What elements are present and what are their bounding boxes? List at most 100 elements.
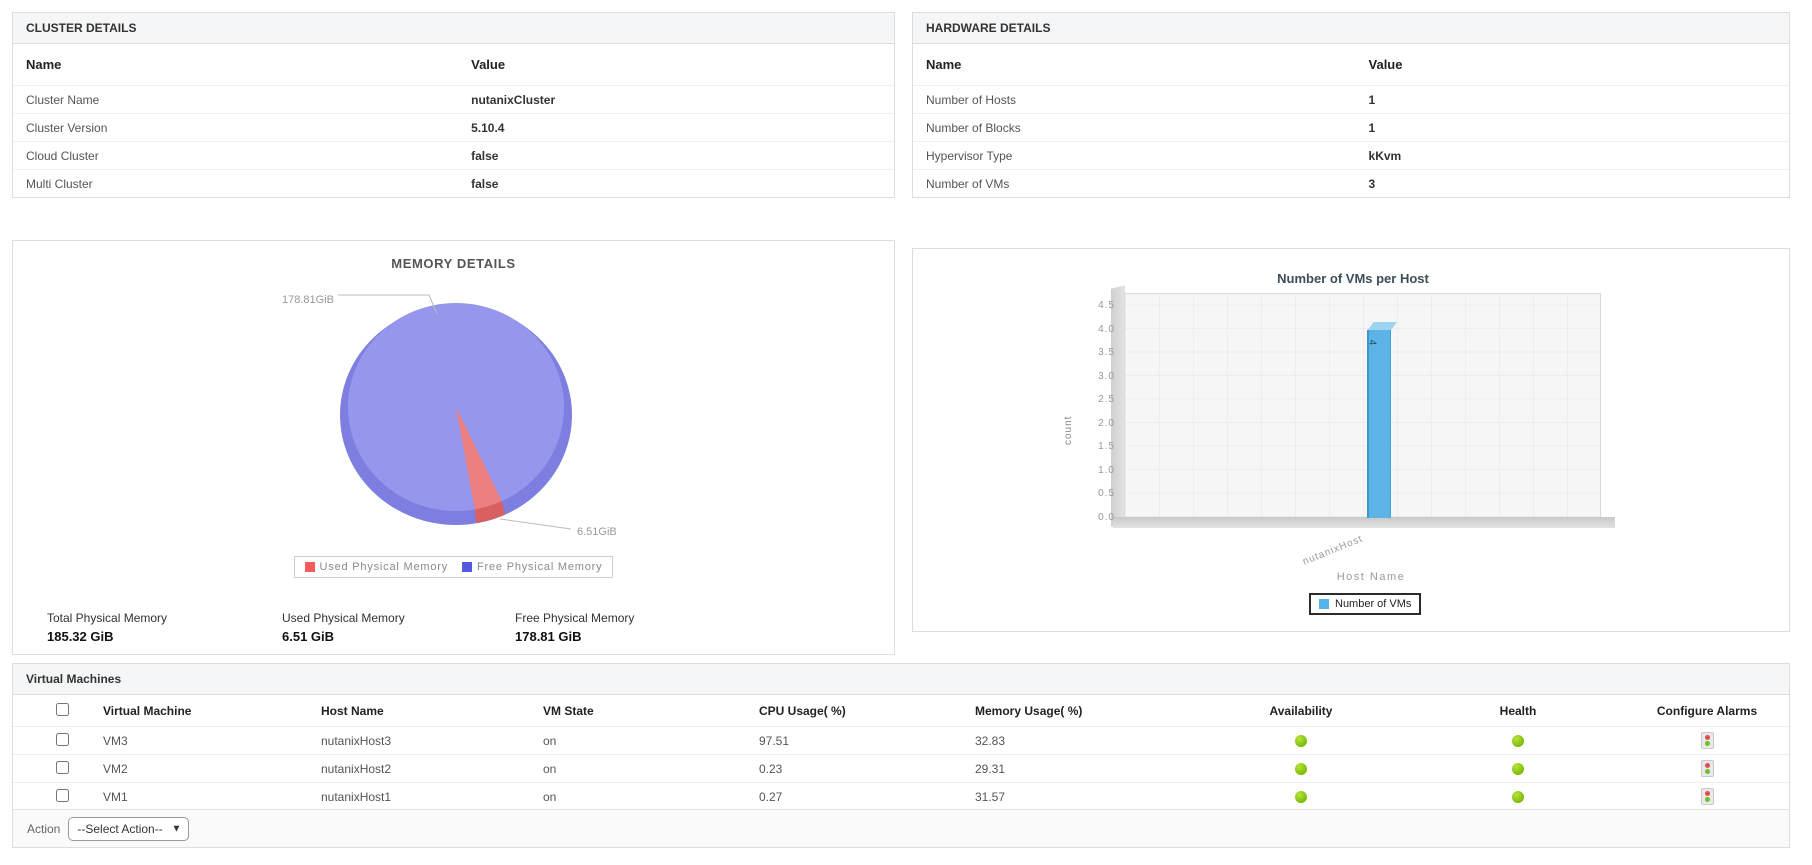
availability-status-dot[interactable] (1295, 762, 1307, 775)
stat-label: Total Physical Memory (47, 611, 168, 625)
vm-table-header-row: Virtual Machine Host Name VM State CPU U… (13, 695, 1789, 726)
column-header-configure-alarms: Configure Alarms (1656, 703, 1758, 718)
action-select[interactable]: --Select Action-- (68, 816, 190, 841)
vms-per-host-panel: Number of VMs per Host 4.5 4.0 3.5 3.0 2… (912, 248, 1790, 632)
x-category-label: nutanixHost (1301, 533, 1365, 568)
stat-used-physical-memory: Used Physical Memory 6.51 GiB (282, 611, 405, 644)
memory-details-panel: MEMORY DETAILS 178.81GiB 6.51GiB Used Ph… (12, 240, 895, 655)
vm-table-row: VM3 nutanixHost3 on 97.51 32.83 (13, 726, 1789, 754)
column-header-vm-state: VM State (543, 703, 594, 718)
vm-count-swatch-icon (1319, 599, 1329, 609)
table-row: Cluster Name nutanixCluster (13, 85, 894, 113)
y-tick: 1.0 (1098, 465, 1115, 476)
row-value: 1 (1368, 92, 1376, 107)
row-name: Hypervisor Type (926, 148, 1013, 163)
y-tick: 0.5 (1098, 488, 1115, 499)
row-name: Number of VMs (926, 176, 1010, 191)
row-checkbox[interactable] (56, 788, 69, 802)
configure-alarms-icon[interactable] (1700, 732, 1714, 749)
cpu-usage: 97.51 (759, 733, 790, 748)
row-checkbox[interactable] (56, 732, 69, 746)
row-name: Number of Hosts (926, 92, 1017, 107)
column-header-memory-usage: Memory Usage( %) (975, 703, 1083, 718)
pie-label-line-free (338, 294, 438, 315)
row-value: nutanixCluster (471, 92, 556, 107)
y-tick: 3.0 (1098, 371, 1115, 382)
table-row: Number of VMs 3 (913, 169, 1789, 197)
column-header-name: Name (926, 57, 962, 72)
hardware-details-panel: HARDWARE DETAILS Name Value Number of Ho… (912, 12, 1790, 198)
configure-alarms-icon[interactable] (1700, 788, 1714, 805)
column-header-name: Name (26, 57, 62, 72)
vm-name-link[interactable]: VM3 (103, 733, 128, 748)
y-tick: 4.0 (1098, 324, 1115, 335)
vm-name-link[interactable]: VM2 (103, 761, 128, 776)
memory-pie-chart: 178.81GiB 6.51GiB (282, 294, 617, 538)
y-tick: 3.5 (1098, 347, 1115, 358)
table-row: Number of Blocks 1 (913, 113, 1789, 141)
bar-chart-plot-area (1124, 293, 1601, 518)
row-name: Multi Cluster (26, 176, 93, 191)
bar-3d-top (1367, 322, 1397, 331)
stat-total-physical-memory: Total Physical Memory 185.32 GiB (47, 611, 167, 644)
y-axis-label: count (1063, 415, 1074, 445)
vm-name-link[interactable]: VM1 (103, 789, 128, 804)
memory-usage: 31.57 (975, 789, 1006, 804)
pie-label-line-used (499, 518, 572, 530)
chart-3d-floor (1113, 517, 1615, 528)
row-checkbox[interactable] (56, 760, 69, 774)
health-status-dot[interactable] (1512, 762, 1524, 775)
x-axis-label: Host Name (1336, 571, 1406, 583)
select-all-checkbox[interactable] (56, 702, 69, 716)
stat-value: 178.81 GiB (515, 629, 582, 644)
cpu-usage: 0.27 (759, 789, 783, 804)
row-value: 5.10.4 (471, 120, 505, 135)
legend-item-used: Used Physical Memory (304, 561, 449, 573)
row-name: Cluster Name (26, 92, 100, 107)
column-header-virtual-machine: Virtual Machine (103, 703, 192, 718)
virtual-machines-title: Virtual Machines (13, 664, 1789, 695)
pie-label-free: 178.81GiB (282, 294, 334, 306)
vm-state: on (543, 789, 557, 804)
legend-label: Number of VMs (1335, 598, 1412, 610)
table-row: Number of Hosts 1 (913, 85, 1789, 113)
bar-value-label: 4 (1366, 339, 1378, 346)
column-header-cpu-usage: CPU Usage( %) (759, 703, 846, 718)
stat-label: Used Physical Memory (282, 611, 405, 625)
row-value: 1 (1368, 120, 1376, 135)
health-status-dot[interactable] (1512, 734, 1524, 747)
availability-status-dot[interactable] (1295, 790, 1307, 803)
hardware-details-table-header: Name Value (913, 44, 1789, 85)
column-header-availability: Availability (1269, 703, 1333, 718)
availability-status-dot[interactable] (1295, 734, 1307, 747)
health-status-dot[interactable] (1512, 790, 1524, 803)
vm-table-footer: Action --Select Action-- ▼ (13, 809, 1789, 847)
cluster-details-table-header: Name Value (13, 44, 894, 85)
free-memory-swatch-icon (462, 562, 473, 572)
vm-count-bar[interactable] (1367, 330, 1391, 518)
row-value: kKvm (1368, 148, 1402, 163)
host-name: nutanixHost1 (321, 789, 392, 804)
row-name: Cluster Version (26, 120, 108, 135)
y-tick: 1.5 (1098, 441, 1115, 452)
memory-usage: 29.31 (975, 761, 1006, 776)
cpu-usage: 0.23 (759, 761, 783, 776)
stat-value: 6.51 GiB (282, 629, 335, 644)
table-row: Cloud Cluster false (13, 141, 894, 169)
configure-alarms-icon[interactable] (1700, 760, 1714, 777)
memory-chart-title: MEMORY DETAILS (391, 256, 516, 271)
legend-label: Used Physical Memory (319, 561, 449, 573)
row-value: false (471, 176, 499, 191)
memory-usage: 32.83 (975, 733, 1006, 748)
column-header-value: Value (1368, 57, 1403, 72)
pie-used-slice[interactable] (456, 407, 502, 510)
cluster-details-title: CLUSTER DETAILS (13, 13, 894, 44)
table-row: Hypervisor Type kKvm (913, 141, 1789, 169)
legend-item-free: Free Physical Memory (462, 561, 602, 573)
stat-label: Free Physical Memory (515, 611, 635, 625)
row-name: Number of Blocks (926, 120, 1021, 135)
column-header-value: Value (471, 57, 506, 72)
row-value: false (471, 148, 499, 163)
cluster-details-panel: CLUSTER DETAILS Name Value Cluster Name … (12, 12, 895, 198)
memory-legend: Used Physical Memory Free Physical Memor… (293, 556, 614, 578)
